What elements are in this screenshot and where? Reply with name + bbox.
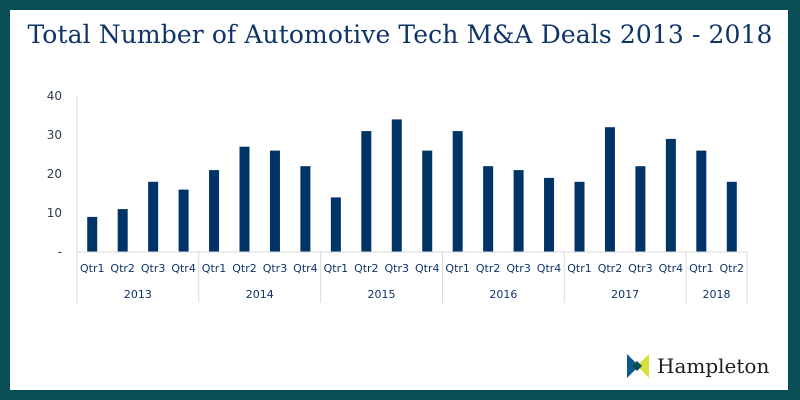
x-tick-label: Qtr2 — [232, 262, 257, 275]
x-tick-label: Qtr4 — [415, 262, 440, 275]
y-tick-label: 40 — [47, 89, 62, 103]
x-tick-label: Qtr3 — [263, 262, 288, 275]
bar-2014-Qtr2 — [239, 146, 250, 252]
logo-text: Hampleton — [657, 354, 770, 378]
bar-2013-Qtr4 — [178, 189, 189, 252]
bar-2017-Qtr2 — [604, 127, 615, 252]
bar-2015-Qtr4 — [422, 150, 433, 252]
x-tick-label: Qtr1 — [689, 262, 714, 275]
x-tick-label: Qtr4 — [659, 262, 684, 275]
bar-2018-Qtr1 — [696, 150, 707, 252]
x-tick-label: Qtr1 — [445, 262, 470, 275]
x-group-label: 2015 — [368, 288, 396, 301]
bar-2016-Qtr3 — [513, 170, 524, 252]
bar-2014-Qtr4 — [300, 166, 311, 252]
bar-2015-Qtr3 — [391, 119, 402, 253]
bars — [87, 119, 737, 253]
x-tick-label: Qtr4 — [537, 262, 562, 275]
x-tick-label: Qtr1 — [567, 262, 592, 275]
x-tick-label: Qtr3 — [385, 262, 410, 275]
x-tick-label: Qtr1 — [80, 262, 105, 275]
y-tick-label: 10 — [47, 206, 62, 220]
bar-2016-Qtr2 — [483, 166, 494, 252]
bar-2014-Qtr1 — [209, 170, 220, 252]
bar-2015-Qtr1 — [330, 197, 341, 252]
y-tick-label: - — [58, 245, 62, 259]
bar-2013-Qtr3 — [148, 181, 159, 252]
chart-title: Total Number of Automotive Tech M&A Deal… — [27, 20, 773, 49]
bar-2014-Qtr3 — [269, 150, 280, 252]
x-group-label: 2014 — [246, 288, 274, 301]
x-group-label: 2017 — [611, 288, 639, 301]
bar-2015-Qtr2 — [361, 131, 372, 252]
bar-2017-Qtr4 — [665, 138, 676, 252]
x-tick-label: Qtr2 — [476, 262, 501, 275]
y-axis: - 10 20 30 40 — [47, 89, 78, 259]
x-axis: Qtr1 Qtr2 Qtr3 Qtr4 Qtr1 Qtr2 Qtr3 Qtr4 Qtr1 Qtr2… — [76, 251, 748, 303]
bar-2016-Qtr1 — [452, 131, 463, 252]
x-group-label: 2013 — [124, 288, 152, 301]
bar-2013-Qtr1 — [87, 216, 98, 252]
x-tick-label: Qtr1 — [324, 262, 349, 275]
bar-2013-Qtr2 — [117, 209, 128, 252]
bar-2017-Qtr3 — [635, 166, 646, 252]
hampleton-logo-icon — [627, 354, 649, 378]
y-tick-label: 30 — [47, 128, 62, 142]
x-tick-label: Qtr2 — [598, 262, 623, 275]
x-tick-label: Qtr3 — [628, 262, 653, 275]
x-tick-label: Qtr4 — [171, 262, 196, 275]
x-tick-label: Qtr2 — [110, 262, 135, 275]
x-group-label: 2018 — [703, 288, 731, 301]
y-tick-label: 20 — [47, 167, 62, 181]
x-group-label: 2016 — [489, 288, 517, 301]
x-tick-label: Qtr4 — [293, 262, 318, 275]
bar-2018-Qtr2 — [726, 181, 737, 252]
x-tick-label: Qtr2 — [354, 262, 379, 275]
x-tick-label: Qtr3 — [506, 262, 531, 275]
bar-2016-Qtr4 — [544, 177, 555, 252]
hampleton-logo: Hampleton — [627, 354, 769, 378]
x-tick-label: Qtr2 — [720, 262, 745, 275]
bar-2017-Qtr1 — [574, 181, 585, 252]
x-tick-label: Qtr3 — [141, 262, 166, 275]
x-tick-label: Qtr1 — [202, 262, 227, 275]
